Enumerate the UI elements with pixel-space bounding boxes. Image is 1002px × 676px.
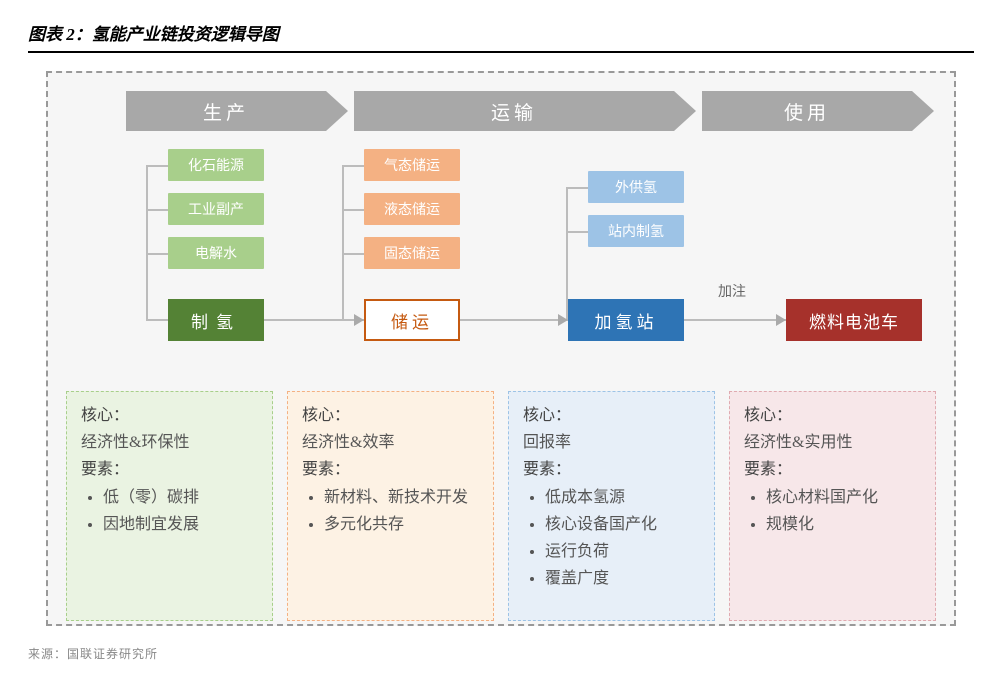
connector-line <box>566 231 588 233</box>
chip: 液态储运 <box>364 193 460 225</box>
connector-line <box>146 253 168 255</box>
chain-arrow-icon <box>354 314 364 326</box>
panel-core-value: 回报率 <box>523 429 702 456</box>
phase-label: 生产 <box>203 98 249 125</box>
phase-arrow-transport: 运输 <box>354 91 696 131</box>
phase-label: 使用 <box>784 98 830 125</box>
connector-line <box>342 165 344 320</box>
panel-element-item: 核心设备国产化 <box>545 511 702 538</box>
connector-line <box>146 319 168 321</box>
panel-element-item: 低成本氢源 <box>545 484 702 511</box>
panel-element-item: 运行负荷 <box>545 538 702 565</box>
panel-elements-label: 要素： <box>302 456 481 483</box>
connector-line <box>146 165 148 320</box>
chain-node: 制氢 <box>168 299 264 341</box>
panel-elements-label: 要素： <box>744 456 923 483</box>
annotation-label: 加注 <box>718 281 746 301</box>
panel-elements-list: 低（零）碳排因地制宜发展 <box>81 484 260 538</box>
analysis-panel: 核心：回报率要素：低成本氢源核心设备国产化运行负荷覆盖广度 <box>508 391 715 621</box>
phase-label: 运输 <box>491 98 537 125</box>
title-underline <box>28 51 974 53</box>
analysis-panel: 核心：经济性&实用性要素：核心材料国产化规模化 <box>729 391 936 621</box>
chip: 化石能源 <box>168 149 264 181</box>
connector-line <box>566 187 588 189</box>
panel-core-label: 核心： <box>744 402 923 429</box>
panel-element-item: 因地制宜发展 <box>103 511 260 538</box>
panel-elements-label: 要素： <box>523 456 702 483</box>
panel-core-value: 经济性&实用性 <box>744 429 923 456</box>
chip: 站内制氢 <box>588 215 684 247</box>
panel-elements-list: 核心材料国产化规模化 <box>744 484 923 538</box>
panel-elements-list: 新材料、新技术开发多元化共存 <box>302 484 481 538</box>
chain-node: 燃料电池车 <box>786 299 922 341</box>
connector-line <box>342 165 364 167</box>
panel-element-item: 多元化共存 <box>324 511 481 538</box>
chip: 外供氢 <box>588 171 684 203</box>
phase-arrow-production: 生产 <box>126 91 348 131</box>
connector-line <box>146 209 168 211</box>
phase-row: 生产 运输 使用 <box>126 91 936 131</box>
panel-element-item: 新材料、新技术开发 <box>324 484 481 511</box>
panel-core-value: 经济性&效率 <box>302 429 481 456</box>
panel-core-label: 核心： <box>81 402 260 429</box>
panel-element-item: 覆盖广度 <box>545 565 702 592</box>
source-attribution: 来源：国联证券研究所 <box>28 645 158 662</box>
chip: 气态储运 <box>364 149 460 181</box>
panel-core-label: 核心： <box>523 402 702 429</box>
chain-area: 化石能源工业副产电解水 气态储运液态储运固态储运 外供氢站内制氢制氢 储运 加氢站 燃料电… <box>66 149 936 379</box>
phase-arrow-use: 使用 <box>702 91 934 131</box>
panel-core-value: 经济性&环保性 <box>81 429 260 456</box>
panel-elements-label: 要素： <box>81 456 260 483</box>
chain-node: 储运 <box>364 299 460 341</box>
chain-arrow-icon <box>776 314 786 326</box>
diagram-frame: 生产 运输 使用 化石能源工业副产电解水 气态储运液态储运固态储运 外供氢站内制氢制… <box>46 71 956 626</box>
panel-element-item: 规模化 <box>766 511 923 538</box>
panel-elements-list: 低成本氢源核心设备国产化运行负荷覆盖广度 <box>523 484 702 593</box>
chart-title: 图表 2：氢能产业链投资逻辑导图 <box>28 20 279 45</box>
analysis-panel: 核心：经济性&效率要素：新材料、新技术开发多元化共存 <box>287 391 494 621</box>
connector-line <box>146 165 168 167</box>
panel-element-item: 核心材料国产化 <box>766 484 923 511</box>
analysis-panel: 核心：经济性&环保性要素：低（零）碳排因地制宜发展 <box>66 391 273 621</box>
chip: 电解水 <box>168 237 264 269</box>
chip: 固态储运 <box>364 237 460 269</box>
panel-core-label: 核心： <box>302 402 481 429</box>
connector-line <box>342 209 364 211</box>
chain-node: 加氢站 <box>568 299 684 341</box>
chain-line <box>264 319 786 321</box>
chain-arrow-icon <box>558 314 568 326</box>
panel-element-item: 低（零）碳排 <box>103 484 260 511</box>
chart-title-row: 图表 2：氢能产业链投资逻辑导图 <box>28 20 974 45</box>
analysis-panels: 核心：经济性&环保性要素：低（零）碳排因地制宜发展核心：经济性&效率要素：新材料… <box>66 391 936 621</box>
connector-line <box>342 253 364 255</box>
chip: 工业副产 <box>168 193 264 225</box>
